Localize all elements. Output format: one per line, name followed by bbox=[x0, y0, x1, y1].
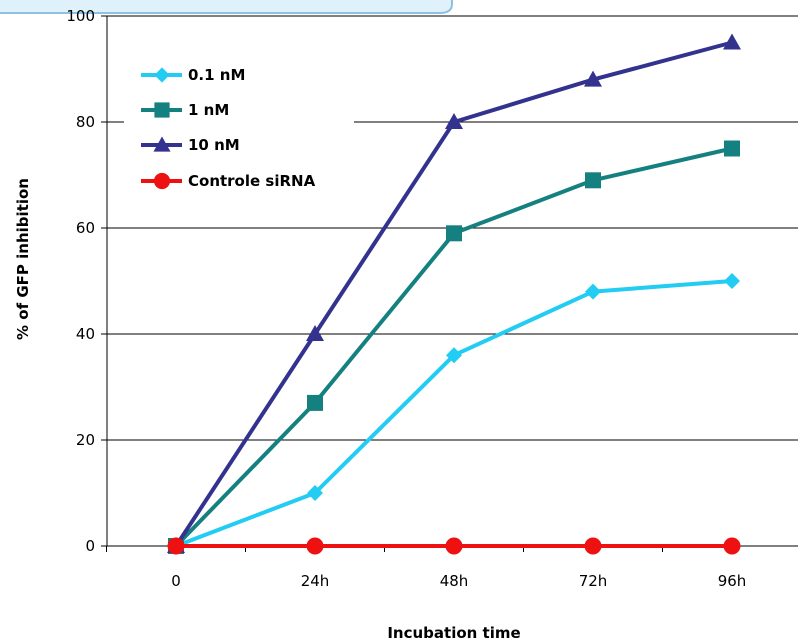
legend-swatch-marker bbox=[154, 67, 170, 83]
legend-swatch-marker bbox=[154, 102, 170, 118]
y-tick-label: 100 bbox=[66, 7, 95, 25]
data-point bbox=[445, 113, 463, 130]
data-series bbox=[167, 33, 741, 555]
legend: 0.1 nM 1 nM 10 nM Controle siRNA bbox=[141, 66, 316, 190]
y-tick-label: 80 bbox=[76, 113, 95, 131]
legend-swatch-marker bbox=[153, 172, 171, 190]
series-3 bbox=[167, 537, 741, 555]
x-axis-tick-labels: 0 24h 48h 72h 96h bbox=[171, 572, 746, 590]
y-tick-label: 20 bbox=[76, 431, 95, 449]
data-point bbox=[306, 325, 324, 342]
data-point bbox=[724, 140, 740, 157]
x-tick-label: 72h bbox=[579, 572, 608, 590]
data-point bbox=[584, 537, 602, 555]
y-tick-label: 40 bbox=[76, 325, 95, 343]
series-0 bbox=[168, 273, 740, 554]
legend-item-1: 1 nM bbox=[141, 101, 229, 119]
data-point bbox=[723, 537, 741, 555]
header-banner-decoration bbox=[0, 0, 453, 14]
data-point bbox=[723, 33, 741, 50]
data-point bbox=[446, 347, 462, 364]
data-point bbox=[445, 537, 463, 555]
x-axis-title: Incubation time bbox=[387, 624, 520, 642]
data-point bbox=[584, 70, 602, 87]
x-tick-label: 24h bbox=[301, 572, 330, 590]
data-point bbox=[306, 537, 324, 555]
legend-label: 0.1 nM bbox=[188, 66, 245, 84]
data-point bbox=[585, 172, 601, 189]
series-line bbox=[175, 279, 733, 548]
y-tick-label: 0 bbox=[85, 537, 95, 555]
y-axis-tick-labels: 0 20 40 60 80 100 bbox=[66, 7, 95, 555]
legend-label: 1 nM bbox=[188, 101, 229, 119]
data-point bbox=[585, 283, 601, 300]
legend-label: Controle siRNA bbox=[188, 172, 316, 190]
legend-item-3: Controle siRNA bbox=[141, 172, 316, 190]
legend-item-2: 10 nM bbox=[141, 136, 240, 154]
data-point bbox=[446, 225, 462, 242]
data-point bbox=[167, 537, 185, 555]
x-tick-label: 48h bbox=[440, 572, 469, 590]
x-tick-label: 96h bbox=[718, 572, 747, 590]
legend-label: 10 nM bbox=[188, 136, 240, 154]
x-tick-label: 0 bbox=[171, 572, 181, 590]
data-point bbox=[307, 485, 323, 501]
data-point bbox=[307, 394, 323, 411]
legend-item-0: 0.1 nM bbox=[141, 66, 245, 84]
y-tick-label: 60 bbox=[76, 219, 95, 237]
data-point bbox=[724, 273, 740, 289]
legend-swatch-marker bbox=[153, 136, 171, 152]
y-axis-title: % of GFP inhibition bbox=[14, 178, 32, 340]
